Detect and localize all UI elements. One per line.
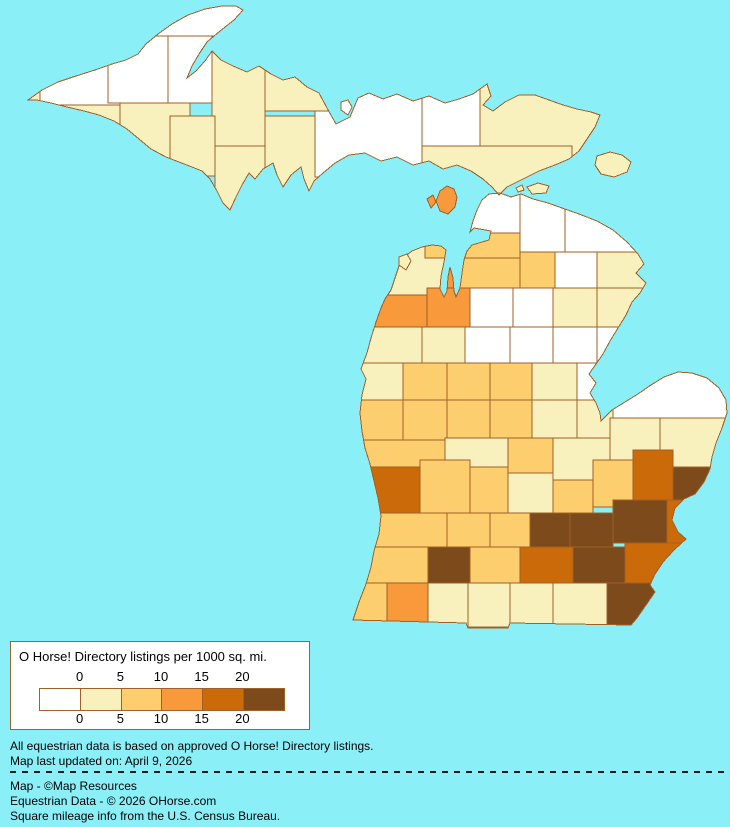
legend-tick-5: 5 bbox=[116, 669, 124, 684]
legend-swatch-20+ bbox=[244, 689, 284, 710]
county-grand-traverse bbox=[426, 287, 471, 328]
county-st-clair bbox=[672, 466, 727, 543]
county-ionia bbox=[469, 466, 509, 514]
county-ottawa bbox=[353, 466, 421, 514]
county-baraga bbox=[167, 35, 213, 104]
county-st-joseph bbox=[427, 582, 469, 628]
county-oakland bbox=[612, 499, 668, 544]
michigan-choropleth-map bbox=[27, 5, 728, 629]
island-drummond-island bbox=[594, 151, 632, 178]
county-alcona bbox=[596, 287, 650, 328]
legend-tick-5: 5 bbox=[116, 711, 124, 726]
county-cass bbox=[386, 582, 429, 626]
county-huron bbox=[612, 362, 727, 419]
county-hillsdale bbox=[509, 582, 554, 626]
county-kalamazoo bbox=[427, 546, 471, 584]
legend-tick-0: 0 bbox=[76, 669, 84, 684]
credit-equestrian-data: Equestrian Data - © 2026 OHorse.com bbox=[10, 794, 217, 808]
county-keweenaw bbox=[139, 6, 251, 37]
county-lenawee bbox=[552, 582, 608, 626]
legend-color-ramp bbox=[39, 688, 285, 711]
county-mecosta bbox=[446, 399, 491, 441]
county-washtenaw bbox=[572, 546, 626, 584]
county-missaukee bbox=[464, 326, 511, 364]
county-jackson bbox=[519, 546, 574, 584]
legend-swatch-10-15 bbox=[162, 689, 204, 710]
legend-tick-15: 15 bbox=[194, 711, 209, 726]
county-roscommon bbox=[509, 326, 554, 364]
island-grand-island bbox=[340, 99, 353, 116]
county-lake bbox=[402, 362, 448, 401]
county-presque-isle bbox=[564, 193, 654, 253]
county-clare bbox=[489, 362, 533, 401]
island-beaver-island bbox=[435, 185, 458, 215]
legend-swatch-0-5 bbox=[80, 689, 122, 710]
credit-square-mileage: Square mileage info from the U.S. Census… bbox=[10, 809, 281, 823]
footer-note-last-updated: Map last updated on: April 9, 2026 bbox=[10, 754, 193, 768]
county-barry bbox=[446, 512, 491, 548]
island-fox-island bbox=[398, 253, 412, 271]
islands bbox=[340, 99, 632, 271]
county-calhoun bbox=[469, 546, 521, 584]
county-oscoda bbox=[552, 287, 598, 328]
legend-box: O Horse! Directory listings per 1000 sq.… bbox=[10, 641, 310, 730]
legend-tick-10: 10 bbox=[153, 711, 169, 726]
island-round-island bbox=[515, 184, 525, 193]
legend-swatch-0 bbox=[40, 689, 81, 710]
legend-tick-20: 20 bbox=[235, 669, 250, 684]
county-manistee bbox=[353, 326, 423, 364]
county-newaygo bbox=[402, 399, 448, 441]
legend-tick-0: 0 bbox=[76, 711, 84, 726]
county-mason bbox=[353, 362, 404, 401]
lower-peninsula-counties bbox=[353, 193, 727, 628]
county-branch bbox=[467, 582, 511, 628]
county-genesee bbox=[592, 459, 634, 508]
county-kent bbox=[419, 459, 471, 514]
county-berrien bbox=[353, 582, 388, 626]
county-menominee bbox=[214, 145, 266, 210]
county-clinton bbox=[507, 472, 554, 514]
footer-note-data-source: All equestrian data is based on approved… bbox=[10, 739, 374, 753]
county-houghton bbox=[107, 27, 169, 104]
county-gratiot bbox=[507, 437, 554, 474]
island-high-island bbox=[426, 194, 437, 209]
county-schoolcraft bbox=[314, 84, 423, 178]
county-otsego bbox=[519, 251, 556, 289]
county-montmorency bbox=[554, 251, 598, 289]
county-eaton bbox=[489, 512, 531, 548]
county-ogemaw bbox=[552, 326, 598, 364]
county-monroe bbox=[606, 582, 666, 628]
county-kalkaska bbox=[469, 287, 514, 328]
county-van-buren bbox=[353, 546, 429, 584]
county-allegan bbox=[353, 512, 448, 548]
county-isabella bbox=[489, 399, 533, 441]
credit-map: Map - ©Map Resources bbox=[10, 779, 137, 793]
county-lapeer bbox=[632, 449, 674, 501]
county-ingham bbox=[529, 512, 571, 548]
legend-tick-20: 20 bbox=[235, 711, 250, 726]
county-iosco bbox=[596, 326, 648, 364]
county-wayne bbox=[624, 542, 688, 584]
separator-dashed-line bbox=[10, 771, 730, 773]
legend-tick-10: 10 bbox=[153, 669, 169, 684]
legend-swatch-5-10 bbox=[121, 689, 163, 710]
legend-title: O Horse! Directory listings per 1000 sq.… bbox=[19, 649, 267, 664]
county-midland bbox=[531, 399, 578, 441]
county-luce bbox=[421, 77, 481, 147]
county-alpena bbox=[596, 251, 654, 289]
county-shiawassee bbox=[552, 479, 594, 514]
island-bois-blanc-island bbox=[526, 182, 550, 195]
county-livingston bbox=[569, 512, 614, 548]
county-cheboygan bbox=[519, 193, 566, 253]
county-wexford bbox=[421, 326, 466, 364]
county-crawford bbox=[512, 287, 554, 328]
county-benzie bbox=[374, 294, 428, 328]
legend-tick-15: 15 bbox=[194, 669, 209, 684]
county-osceola bbox=[446, 362, 491, 401]
county-gladwin bbox=[531, 362, 578, 401]
legend-swatch-15-20 bbox=[203, 689, 245, 710]
county-oceana bbox=[353, 399, 404, 441]
